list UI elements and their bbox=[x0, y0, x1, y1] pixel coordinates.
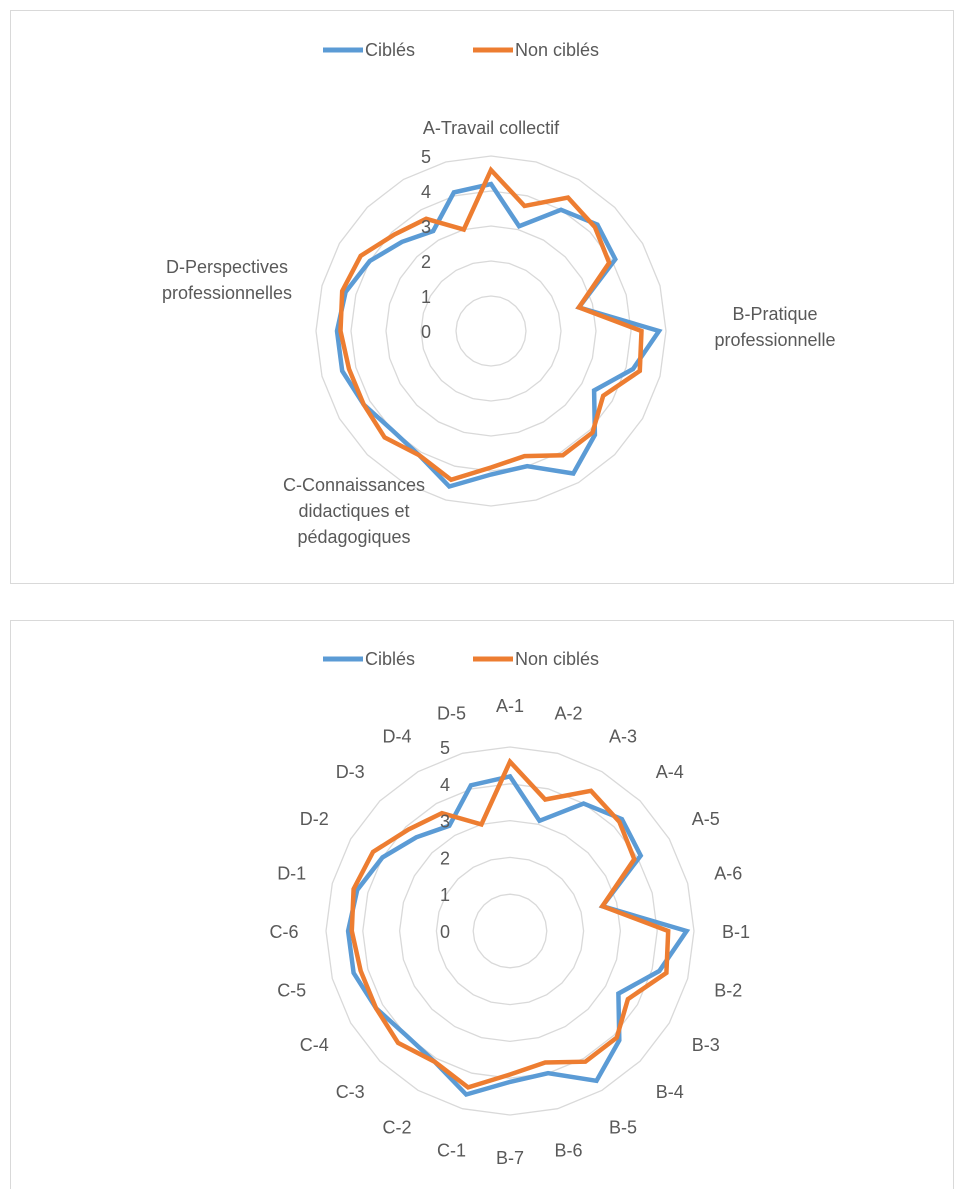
r-tick-label: 0 bbox=[440, 922, 450, 942]
category-label: D-3 bbox=[336, 762, 365, 782]
category-label: A-4 bbox=[656, 762, 684, 782]
category-label: A-5 bbox=[692, 809, 720, 829]
group-label: B-Pratique professionnelle bbox=[714, 304, 835, 350]
r-tick-label: 3 bbox=[440, 812, 450, 832]
grid-ring bbox=[420, 260, 562, 402]
grid-ring bbox=[398, 819, 622, 1043]
category-label: B-4 bbox=[656, 1082, 684, 1102]
group-label: A-Travail collectif bbox=[423, 118, 560, 138]
category-label: D-1 bbox=[277, 864, 306, 884]
legend-label: Ciblés bbox=[365, 40, 415, 60]
category-label: D-4 bbox=[382, 726, 411, 746]
radar-chart-groups-svg: 0 1 2 3 4 5 Ciblés Non ciblés A-Travail collecti… bbox=[162, 40, 836, 547]
grid-ring bbox=[315, 155, 667, 507]
category-label: C-4 bbox=[300, 1035, 329, 1055]
category-label: D-5 bbox=[437, 704, 466, 724]
legend-label: Non ciblés bbox=[515, 40, 599, 60]
grid-ring bbox=[472, 893, 548, 969]
category-label: A-2 bbox=[554, 704, 582, 724]
category-label: A-3 bbox=[609, 726, 637, 746]
r-tick-label: 1 bbox=[421, 287, 431, 307]
category-label: C-1 bbox=[437, 1140, 466, 1160]
category-label: A-1 bbox=[496, 696, 524, 716]
grid-ring bbox=[455, 295, 527, 367]
grid-ring bbox=[385, 225, 597, 437]
grid-ring bbox=[325, 746, 695, 1116]
group-label: D-Perspectives professionnelles bbox=[162, 257, 292, 303]
r-tick-label: 5 bbox=[440, 738, 450, 758]
r-tick-label: 2 bbox=[440, 848, 450, 868]
r-tick-label: 1 bbox=[440, 885, 450, 905]
series-line-non-cibles bbox=[338, 166, 644, 483]
group-label: C-Connaissances didactiques et pédagogique… bbox=[283, 475, 425, 547]
radar-chart-groups: 0 1 2 3 4 5 Ciblés Non ciblés A-Travail collecti… bbox=[10, 10, 954, 584]
series-line-cibles bbox=[345, 773, 691, 1098]
r-tick-label: 3 bbox=[421, 217, 431, 237]
category-label: D-2 bbox=[300, 809, 329, 829]
category-label: C-5 bbox=[277, 981, 306, 1001]
category-label: C-6 bbox=[269, 922, 298, 942]
category-label: B-7 bbox=[496, 1148, 524, 1168]
legend-label: Non ciblés bbox=[515, 649, 599, 669]
legend-label: Ciblés bbox=[365, 649, 415, 669]
category-label: C-3 bbox=[336, 1082, 365, 1102]
radar-grid bbox=[315, 155, 667, 507]
legend: Ciblés Non ciblés bbox=[323, 40, 599, 60]
series-line-non-cibles bbox=[349, 757, 671, 1090]
category-label: B-1 bbox=[722, 922, 750, 942]
legend: Ciblés Non ciblés bbox=[323, 649, 599, 669]
radar-chart-items-svg: 0 1 2 3 4 5 Ciblés Non ciblés A-1 A-2 A-3 A-4 A-5 A-6… bbox=[269, 649, 750, 1168]
radar-grid bbox=[325, 746, 695, 1116]
category-label: B-6 bbox=[554, 1140, 582, 1160]
r-tick-label: 4 bbox=[440, 775, 450, 795]
category-label: B-5 bbox=[609, 1118, 637, 1138]
r-tick-label: 5 bbox=[421, 147, 431, 167]
radar-chart-items: 0 1 2 3 4 5 Ciblés Non ciblés A-1 A-2 A-3 A-4 A-5 A-6… bbox=[10, 620, 954, 1189]
r-tick-label: 0 bbox=[421, 322, 431, 342]
r-tick-label: 2 bbox=[421, 252, 431, 272]
r-tick-label: 4 bbox=[421, 182, 431, 202]
grid-ring bbox=[435, 856, 585, 1006]
series-line-cibles bbox=[334, 181, 663, 490]
category-label: C-2 bbox=[382, 1118, 411, 1138]
category-label: B-2 bbox=[714, 981, 742, 1001]
category-label: A-6 bbox=[714, 864, 742, 884]
category-label: B-3 bbox=[692, 1035, 720, 1055]
